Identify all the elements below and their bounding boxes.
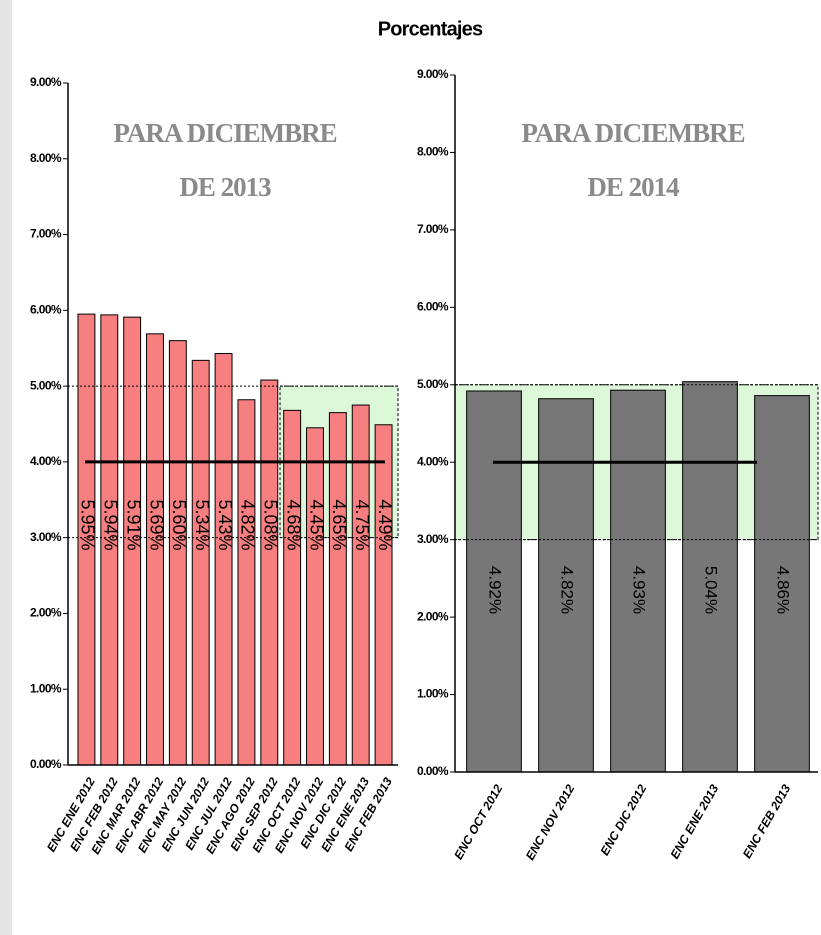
bar — [237, 399, 256, 766]
y-tick-label: 7.00% — [30, 227, 62, 241]
annotation: DE 2013 — [179, 172, 271, 202]
bar — [351, 404, 370, 766]
x-tick-label: ENC OCT 2012 — [451, 782, 505, 862]
annotation: DE 2014 — [587, 172, 679, 202]
value-label: 4.82% — [558, 566, 577, 614]
value-label: 4.75% — [352, 499, 372, 550]
y-tick-label: 3.00% — [417, 532, 449, 546]
y-tick-label: 1.00% — [30, 681, 62, 695]
value-label: 4.68% — [283, 499, 303, 550]
y-tick-label: 0.00% — [417, 764, 449, 778]
annotation: PARA DICIEMBRE — [113, 118, 336, 148]
value-label: 4.93% — [630, 566, 649, 614]
bar — [306, 427, 324, 766]
bar — [466, 390, 522, 773]
value-label: 5.91% — [123, 499, 143, 550]
bar — [283, 409, 302, 766]
annotation: PARA DICIEMBRE — [521, 118, 744, 148]
y-tick-label: 2.00% — [30, 606, 62, 620]
y-tick-label: 3.00% — [30, 530, 62, 544]
y-tick-label: 5.00% — [30, 378, 62, 392]
y-tick-label: 0.00% — [30, 757, 62, 771]
value-label: 5.08% — [261, 499, 281, 550]
value-label: 5.95% — [78, 499, 98, 550]
x-tick-label: ENC ENE 2013 — [668, 782, 722, 861]
value-label: 4.92% — [486, 566, 505, 614]
y-tick-label: 9.00% — [30, 75, 62, 89]
value-label: 4.65% — [329, 499, 349, 550]
bar — [328, 412, 347, 766]
value-label: 5.94% — [101, 499, 121, 550]
y-tick-label: 4.00% — [30, 454, 62, 468]
value-label: 5.34% — [192, 499, 212, 550]
value-label: 4.45% — [306, 499, 326, 550]
value-label: 4.49% — [375, 499, 395, 550]
bar — [374, 424, 393, 766]
y-tick-label: 5.00% — [417, 377, 449, 391]
bar — [168, 340, 187, 766]
y-tick-label: 2.00% — [417, 609, 449, 623]
y-tick-label: 6.00% — [417, 300, 449, 314]
bar — [191, 359, 210, 766]
value-label: 5.60% — [169, 499, 189, 550]
y-tick-label: 8.00% — [30, 151, 62, 165]
value-label: 4.82% — [238, 499, 258, 550]
bar — [682, 381, 738, 773]
x-tick-label: ENC FEB 2013 — [740, 782, 794, 861]
y-tick-label: 9.00% — [417, 67, 449, 81]
value-label: 4.86% — [774, 566, 793, 614]
y-tick-label: 8.00% — [417, 145, 449, 159]
y-tick-label: 6.00% — [30, 303, 62, 317]
value-label: 5.69% — [146, 499, 166, 550]
bar — [754, 395, 810, 773]
x-tick-label: ENC NOV 2012 — [523, 782, 578, 863]
bar — [214, 353, 233, 766]
chart-title: Porcentajes — [378, 18, 483, 40]
y-tick-label: 4.00% — [417, 454, 449, 468]
side-strip — [0, 0, 12, 935]
value-label: 5.43% — [215, 499, 235, 550]
y-tick-label: 7.00% — [417, 222, 449, 236]
bar — [260, 379, 279, 766]
value-label: 5.04% — [702, 566, 721, 614]
y-tick-label: 1.00% — [417, 687, 449, 701]
bar — [610, 389, 666, 773]
x-tick-label: ENC DIC 2012 — [598, 782, 650, 858]
